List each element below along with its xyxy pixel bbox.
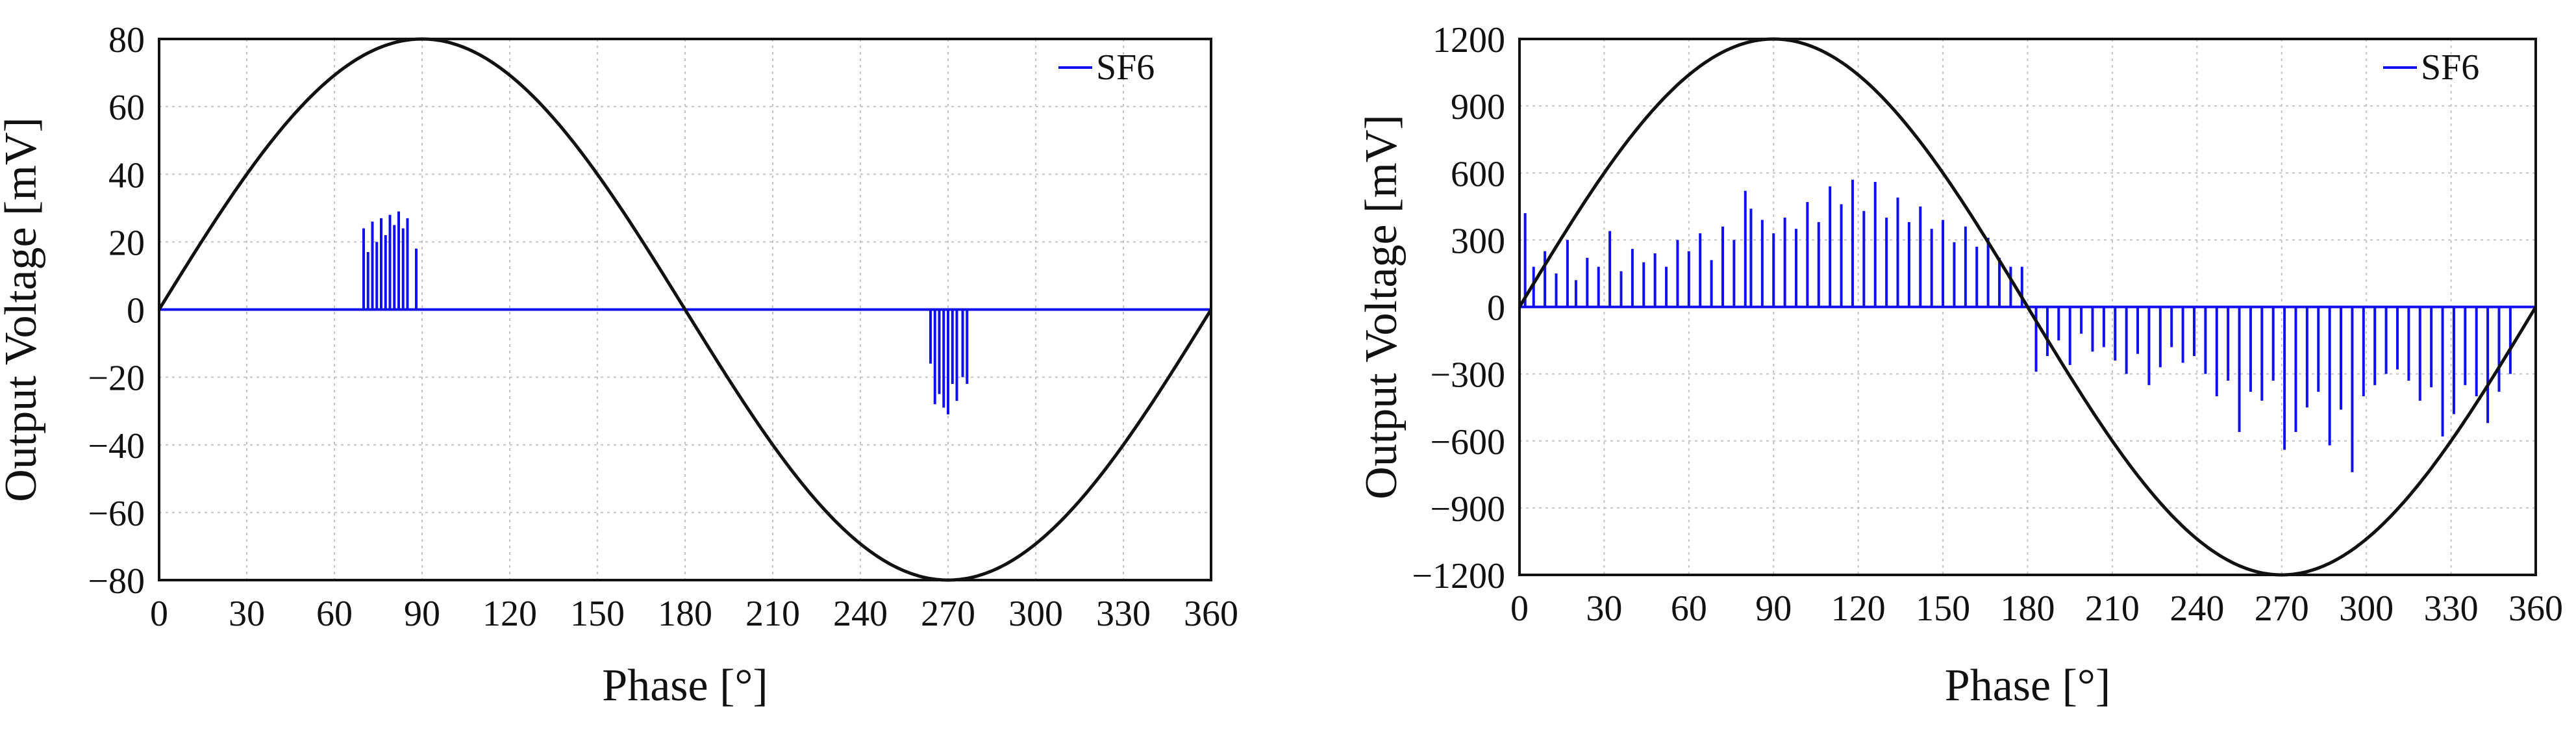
left-x-tick-330: 330 xyxy=(1096,594,1151,634)
chart-left: 0 30 60 90 120 150 180 210 240 270 300 330 360 −80 −6… xyxy=(0,20,1238,711)
chart-left-y-ticks: −80 −60 −40 −20 0 20 40 60 80 xyxy=(88,20,145,602)
right-x-tick-270: 270 xyxy=(2255,589,2309,629)
right-x-tick-360: 360 xyxy=(2508,589,2563,629)
right-x-tick-180: 180 xyxy=(2001,589,2055,629)
left-x-tick-90: 90 xyxy=(404,594,440,634)
left-x-tick-30: 30 xyxy=(229,594,265,634)
chart-right-y-axis-label: Output Voltage [mV] xyxy=(1357,114,1407,499)
left-y-tick--20: −20 xyxy=(88,359,145,399)
left-y-tick--80: −80 xyxy=(88,561,145,602)
right-x-tick-30: 30 xyxy=(1586,589,1622,629)
chart-left-plot-frame xyxy=(158,38,1212,581)
right-y-tick-0: 0 xyxy=(1487,288,1505,329)
right-y-tick--900: −900 xyxy=(1430,489,1505,529)
left-x-tick-360: 360 xyxy=(1184,594,1238,634)
left-x-tick-150: 150 xyxy=(570,594,625,634)
left-x-tick-210: 210 xyxy=(745,594,800,634)
chart-right-legend-label: SF6 xyxy=(2421,47,2479,88)
chart-right-x-ticks: 0 30 60 90 120 150 180 210 240 270 300 330 360 xyxy=(1510,589,2563,629)
chart-left-x-axis-label: Phase [°] xyxy=(602,661,768,711)
chart-right-marks xyxy=(1518,37,2538,577)
right-x-tick-210: 210 xyxy=(2085,589,2140,629)
left-y-tick-40: 40 xyxy=(108,155,145,196)
left-x-tick-0: 0 xyxy=(150,594,168,634)
chart-right: 0 30 60 90 120 150 180 210 240 270 300 330 360 −1200… xyxy=(1357,20,2563,711)
right-x-tick-90: 90 xyxy=(1755,589,1792,629)
left-y-tick-20: 20 xyxy=(108,223,145,263)
chart-right-y-ticks: −1200 −900 −600 −300 0 300 600 900 1200 xyxy=(1412,20,1505,596)
left-y-tick-60: 60 xyxy=(108,88,145,128)
right-x-tick-120: 120 xyxy=(1831,589,1886,629)
chart-right-x-axis-label: Phase [°] xyxy=(1945,661,2110,711)
chart-left-legend: SF6 xyxy=(1058,47,1155,88)
right-y-tick-1200: 1200 xyxy=(1432,20,1505,60)
right-x-tick-330: 330 xyxy=(2424,589,2479,629)
chart-right-plot-frame xyxy=(1518,38,2537,576)
left-x-tick-60: 60 xyxy=(316,594,353,634)
left-x-tick-240: 240 xyxy=(833,594,888,634)
right-reference-sine xyxy=(1518,37,2538,577)
left-y-tick-0: 0 xyxy=(127,291,145,331)
right-y-tick--300: −300 xyxy=(1430,355,1505,396)
chart-right-legend: SF6 xyxy=(2383,47,2479,88)
left-x-tick-270: 270 xyxy=(921,594,975,634)
chart-left-marks xyxy=(157,37,1213,582)
left-reference-sine xyxy=(157,37,1213,582)
right-y-tick-900: 900 xyxy=(1451,87,1505,127)
right-y-tick-600: 600 xyxy=(1451,154,1505,194)
right-y-tick--1200: −1200 xyxy=(1412,556,1505,596)
chart-left-y-axis-label: Output Voltage [mV] xyxy=(0,117,46,501)
left-y-tick--40: −40 xyxy=(88,426,145,466)
right-y-tick-300: 300 xyxy=(1451,221,1505,261)
left-x-tick-120: 120 xyxy=(482,594,537,634)
right-y-tick--600: −600 xyxy=(1430,422,1505,463)
right-x-tick-240: 240 xyxy=(2170,589,2224,629)
left-y-tick--60: −60 xyxy=(88,494,145,534)
chart-left-legend-label: SF6 xyxy=(1096,47,1155,88)
left-y-tick-80: 80 xyxy=(108,20,145,60)
chart-left-x-ticks: 0 30 60 90 120 150 180 210 240 270 300 330 360 xyxy=(150,594,1238,634)
right-x-tick-0: 0 xyxy=(1510,589,1529,629)
right-x-tick-300: 300 xyxy=(2339,589,2394,629)
left-x-tick-180: 180 xyxy=(658,594,712,634)
right-x-tick-60: 60 xyxy=(1671,589,1707,629)
right-x-tick-150: 150 xyxy=(1916,589,1970,629)
left-x-tick-300: 300 xyxy=(1008,594,1063,634)
